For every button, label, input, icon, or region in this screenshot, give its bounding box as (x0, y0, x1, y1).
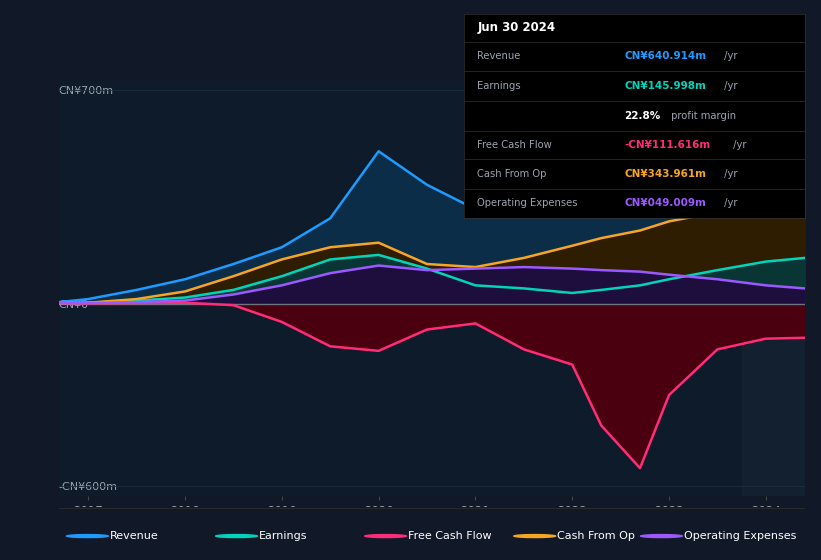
Text: 22.8%: 22.8% (624, 110, 660, 120)
Text: Free Cash Flow: Free Cash Flow (478, 140, 553, 150)
Text: /yr: /yr (722, 198, 738, 208)
Text: Operating Expenses: Operating Expenses (478, 198, 578, 208)
Text: profit margin: profit margin (668, 110, 736, 120)
Text: /yr: /yr (722, 169, 738, 179)
Text: Earnings: Earnings (478, 81, 521, 91)
Text: CN¥049.009m: CN¥049.009m (624, 198, 706, 208)
Circle shape (216, 535, 258, 538)
Text: CN¥640.914m: CN¥640.914m (624, 52, 706, 61)
Circle shape (640, 535, 682, 538)
Text: Free Cash Flow: Free Cash Flow (408, 531, 492, 541)
Text: /yr: /yr (722, 52, 738, 61)
Text: Revenue: Revenue (110, 531, 158, 541)
Circle shape (365, 535, 406, 538)
Text: Earnings: Earnings (259, 531, 307, 541)
Circle shape (514, 535, 556, 538)
Text: -CN¥111.616m: -CN¥111.616m (624, 140, 710, 150)
Text: Jun 30 2024: Jun 30 2024 (478, 21, 556, 34)
Text: Operating Expenses: Operating Expenses (684, 531, 796, 541)
Text: CN¥343.961m: CN¥343.961m (624, 169, 706, 179)
Text: /yr: /yr (722, 81, 738, 91)
Text: /yr: /yr (731, 140, 747, 150)
Text: Cash From Op: Cash From Op (478, 169, 547, 179)
Text: CN¥145.998m: CN¥145.998m (624, 81, 706, 91)
Circle shape (67, 535, 108, 538)
Text: Revenue: Revenue (478, 52, 521, 61)
Text: Cash From Op: Cash From Op (557, 531, 635, 541)
Bar (741, 81, 805, 496)
